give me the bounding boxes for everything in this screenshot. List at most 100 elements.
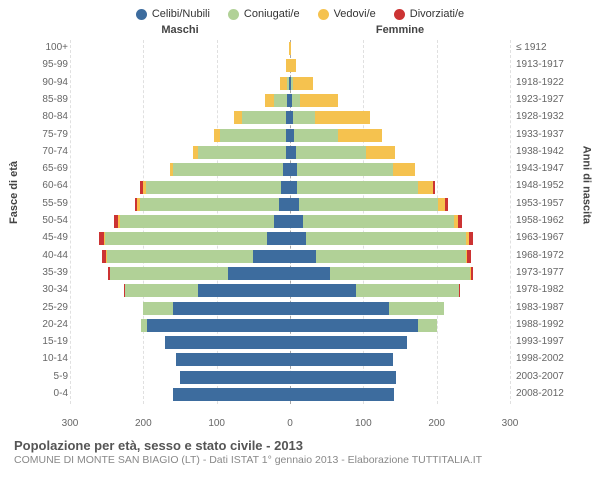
birth-year-label: 1978-1982 [516,284,574,295]
bar-segment [147,319,290,332]
bar-segment [253,250,290,263]
bar-male [70,42,290,55]
bar-male [70,319,290,332]
column-headers: Maschi Femmine [70,24,510,36]
bar-segment [297,181,418,194]
bar-female [290,267,510,280]
bar-female [290,59,510,72]
age-row [70,75,510,92]
footer-title: Popolazione per età, sesso e stato civil… [14,438,586,453]
bar-segment [290,215,303,228]
age-label: 40-44 [38,250,68,261]
bar-segment [393,163,415,176]
bar-segment [220,129,286,142]
legend-item: Coniugati/e [228,8,300,20]
age-label: 50-54 [38,215,68,226]
x-tick-label: 300 [502,418,519,429]
bar-segment [242,111,286,124]
bar-segment [180,371,290,384]
age-label: 0-4 [38,388,68,399]
bar-segment [471,267,473,280]
age-label: 35-39 [38,267,68,278]
bar-segment [120,215,274,228]
bar-segment [198,146,286,159]
bar-female [290,353,510,366]
bar-male [70,163,290,176]
age-label: 30-34 [38,284,68,295]
bar-segment [290,250,316,263]
age-row [70,230,510,247]
legend-item: Celibi/Nubili [136,8,210,20]
age-label: 75-79 [38,129,68,140]
bar-female [290,129,510,142]
bar-female [290,94,510,107]
legend-swatch [228,9,239,20]
bar-segment [366,146,395,159]
bar-segment [146,181,282,194]
footer-subtitle: COMUNE DI MONTE SAN BIAGIO (LT) - Dati I… [14,454,586,466]
x-tick-label: 0 [287,418,293,429]
bar-segment [140,198,279,211]
bar-segment [267,232,290,245]
bar-segment [274,215,290,228]
age-label: 10-14 [38,353,68,364]
bar-male [70,181,290,194]
birth-year-label: 1993-1997 [516,336,574,347]
bar-male [70,94,290,107]
age-row [70,248,510,265]
bar-segment [290,336,407,349]
bar-segment [290,388,394,401]
bar-segment [306,232,466,245]
bar-female [290,232,510,245]
bar-segment [292,94,299,107]
bar-segment [173,302,290,315]
legend-label: Celibi/Nubili [152,8,210,20]
bar-segment [290,284,356,297]
age-label: 100+ [38,42,68,53]
bar-male [70,146,290,159]
age-label: 55-59 [38,198,68,209]
bar-segment [290,232,306,245]
age-row [70,196,510,213]
bar-male [70,129,290,142]
bar-female [290,284,510,297]
legend-swatch [318,9,329,20]
bar-female [290,388,510,401]
age-row [70,57,510,74]
bar-segment [297,163,392,176]
bar-segment [290,181,297,194]
bar-segment [173,163,283,176]
birth-year-label: 1933-1937 [516,129,574,140]
grid-line [510,40,511,404]
age-row [70,126,510,143]
x-tick-label: 200 [428,418,445,429]
age-row [70,334,510,351]
bar-segment [338,129,382,142]
chart-rows [70,40,510,403]
bar-segment [418,181,433,194]
bar-segment [198,284,290,297]
bar-male [70,371,290,384]
bar-segment [290,302,389,315]
bar-male [70,284,290,297]
bar-segment [125,284,198,297]
bar-female [290,215,510,228]
bar-segment [280,77,287,90]
age-label: 15-19 [38,336,68,347]
bar-segment [265,94,274,107]
bar-segment [294,129,338,142]
bar-male [70,59,290,72]
birth-year-label: 1928-1932 [516,111,574,122]
bar-segment [105,232,266,245]
y-axis-right-title: Anni di nascita [580,146,592,224]
chart-footer: Popolazione per età, sesso e stato civil… [0,434,600,466]
bar-male [70,388,290,401]
birth-year-label: 1943-1947 [516,163,574,174]
bar-segment [469,232,473,245]
age-row [70,369,510,386]
bar-male [70,336,290,349]
bar-male [70,232,290,245]
age-row [70,109,510,126]
age-label: 60-64 [38,180,68,191]
bar-female [290,42,510,55]
